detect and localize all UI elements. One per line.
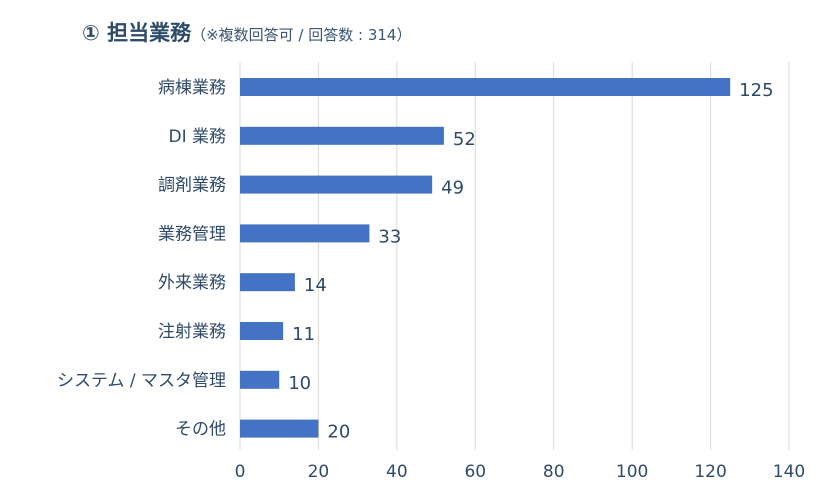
data-label: 49 <box>441 178 464 199</box>
category-label: DI 業務 <box>168 127 226 147</box>
x-tick-label: 20 <box>308 462 330 482</box>
bar <box>240 419 319 438</box>
category-label: 注射業務 <box>158 322 226 342</box>
data-label: 125 <box>739 80 773 101</box>
bar <box>240 370 280 389</box>
bar <box>240 126 444 145</box>
category-label: 調剤業務 <box>158 176 226 196</box>
data-label: 10 <box>288 373 311 394</box>
category-label: その他 <box>175 420 226 440</box>
bar <box>240 322 284 340</box>
chart-title: ① 担当業務（※複数回答可 / 回答数 : 314） <box>82 17 411 47</box>
data-label: 11 <box>292 324 315 345</box>
x-tick-label: 40 <box>386 462 408 482</box>
category-label: 外来業務 <box>158 273 226 293</box>
chart-title-main: ① 担当業務 <box>82 21 192 45</box>
x-tick-label: 0 <box>235 462 246 482</box>
bar <box>240 175 433 194</box>
x-tick-label: 120 <box>694 462 726 482</box>
x-tick-label: 100 <box>616 462 648 482</box>
bar <box>240 224 370 243</box>
x-tick-label: 140 <box>773 462 805 482</box>
bar <box>240 273 295 292</box>
data-label: 20 <box>327 422 350 443</box>
chart-title-note: （※複数回答可 / 回答数 : 314） <box>191 26 412 44</box>
data-label: 52 <box>453 129 476 150</box>
data-label: 14 <box>304 275 327 296</box>
category-label: 病棟業務 <box>158 78 226 98</box>
bar <box>240 78 731 96</box>
category-label: 業務管理 <box>158 224 226 244</box>
x-tick-label: 60 <box>464 462 486 482</box>
data-label: 33 <box>378 226 401 247</box>
category-label: システム / マスタ管理 <box>57 371 226 391</box>
x-tick-label: 80 <box>543 462 565 482</box>
